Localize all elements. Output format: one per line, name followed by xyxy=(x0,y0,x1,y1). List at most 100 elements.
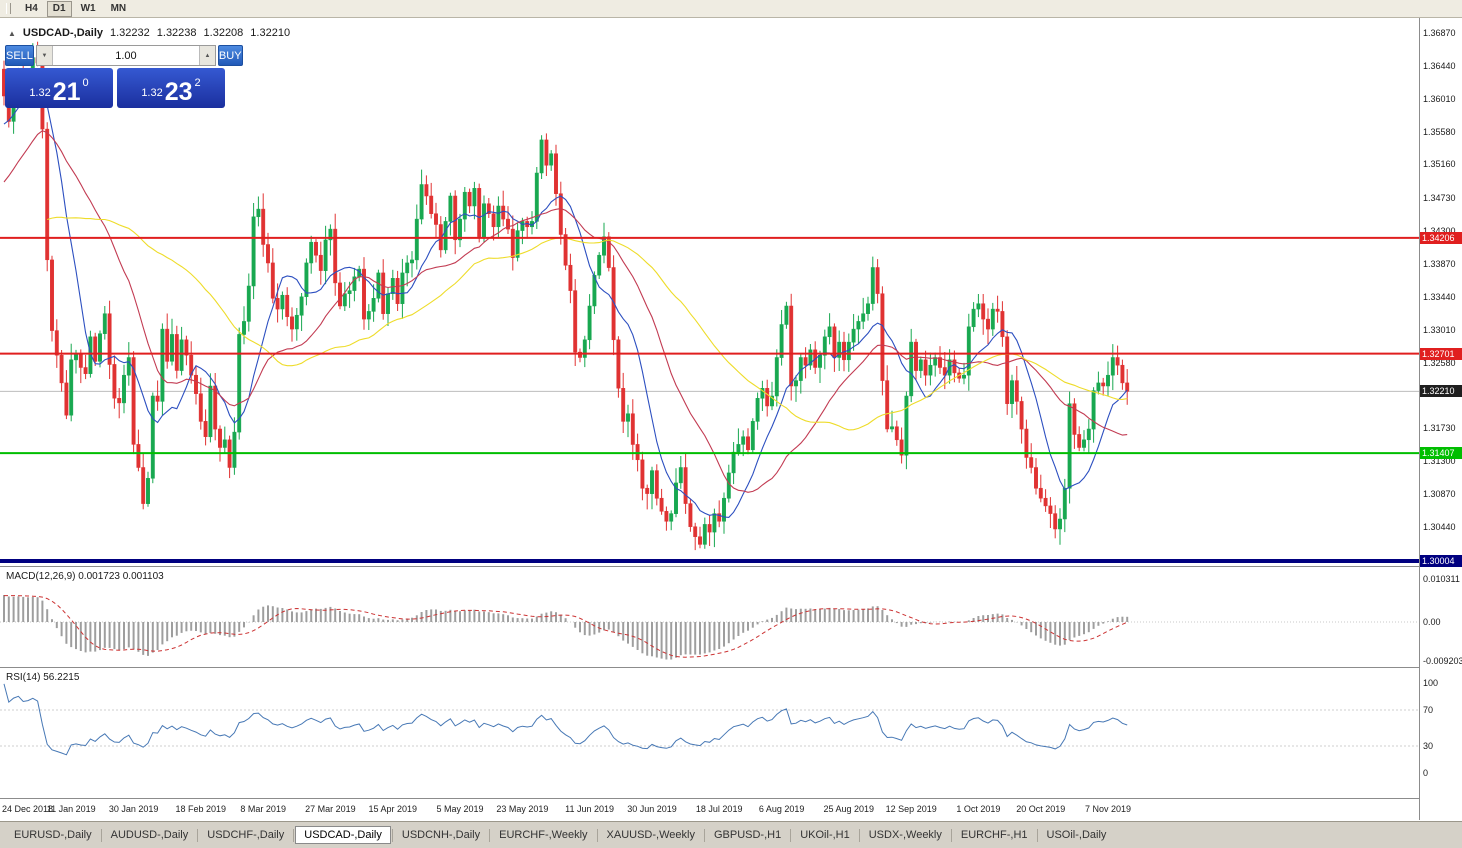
chart-tab-usdx-weekly[interactable]: USDX-,Weekly xyxy=(868,829,942,841)
tab-separator xyxy=(950,828,952,842)
tab-separator xyxy=(1036,828,1038,842)
chart-ohlc-header: ▲ USDCAD-,Daily 1.32232 1.32238 1.32208 … xyxy=(8,27,290,39)
date-axis-label: 27 Mar 2019 xyxy=(305,804,356,814)
macd-axis-label: 0.00 xyxy=(1423,617,1441,627)
tab-separator xyxy=(489,828,491,842)
tab-separator xyxy=(293,828,295,842)
rsi-axis-label: 100 xyxy=(1423,678,1439,688)
chart-tab-ukoil-h1[interactable]: UKOil-,H1 xyxy=(800,829,850,841)
price-axis-label: 1.33440 xyxy=(1423,291,1456,302)
price-axis-label: 1.34730 xyxy=(1423,192,1456,203)
period-toolbar: H4 D1 W1 MN xyxy=(0,0,1462,18)
date-axis-label: 7 Nov 2019 xyxy=(1084,804,1132,814)
timeframe-button-w1[interactable]: W1 xyxy=(80,2,96,14)
chart-tab-usoil-daily[interactable]: USOil-,Daily xyxy=(1046,829,1107,841)
chart-tab-xauusd-weekly[interactable]: XAUUSD-,Weekly xyxy=(606,829,695,841)
date-axis-label: 1 Oct 2019 xyxy=(956,804,1001,814)
hline-price-tag: 1.34206 xyxy=(1420,231,1462,244)
hline-price-tag: 1.30004 xyxy=(1420,554,1462,567)
volume-down-icon[interactable]: ▼ xyxy=(36,46,53,65)
price-axis-label: 1.32580 xyxy=(1423,357,1456,368)
rsi-indicator-label: RSI(14) 56.2215 xyxy=(6,672,80,683)
ask-price-point: 2 xyxy=(194,77,201,89)
sell-button[interactable]: SELL xyxy=(5,45,34,66)
bid-price-display[interactable]: 1.32 21 0 xyxy=(5,68,113,108)
chart-tab-usdcad-daily[interactable]: USDCAD-,Daily xyxy=(295,826,391,844)
macd-axis-label: 0.010311 xyxy=(1423,573,1460,584)
macd-indicator-label: MACD(12,26,9) 0.001723 0.001103 xyxy=(6,571,164,582)
timeframe-button-h4[interactable]: H4 xyxy=(25,2,38,14)
bid-price-pips: 21 xyxy=(52,77,81,106)
tab-separator xyxy=(858,828,860,842)
chart-open-value: 1.32232 xyxy=(110,27,150,39)
date-axis-label: 18 Jul 2019 xyxy=(695,804,743,814)
bid-price-point: 0 xyxy=(82,77,89,89)
rsi-axis-label: 30 xyxy=(1423,741,1434,751)
hline-price-tag: 1.32701 xyxy=(1420,347,1462,360)
rsi-axis-label: 0 xyxy=(1423,768,1429,778)
chart-tab-eurchf-weekly[interactable]: EURCHF-,Weekly xyxy=(499,829,588,841)
price-axis-label: 1.35580 xyxy=(1423,127,1456,138)
ask-price-display[interactable]: 1.32 23 2 xyxy=(117,68,225,108)
panel-separator xyxy=(0,798,1462,799)
price-axis[interactable]: 1.36870 1.36440 1.36010 1.35580 1.35160 1.347… xyxy=(1419,18,1462,820)
current-price-tag: 1.32210 xyxy=(1420,385,1462,398)
date-axis-label: 5 May 2019 xyxy=(436,804,484,814)
rsi-indicator-chart[interactable] xyxy=(0,668,1419,798)
price-axis-label: 1.33870 xyxy=(1423,258,1456,269)
tab-separator xyxy=(790,828,792,842)
price-axis-label: 1.30440 xyxy=(1423,522,1456,533)
toolbar-grip xyxy=(6,3,11,14)
bid-price-prefix: 1.32 xyxy=(29,87,51,99)
date-axis-label: 30 Jun 2019 xyxy=(627,804,677,814)
price-axis-label: 1.30870 xyxy=(1423,489,1456,500)
date-axis-label: 11 Jan 2019 xyxy=(46,804,96,814)
date-axis-label: 18 Feb 2019 xyxy=(175,804,227,814)
buy-button[interactable]: BUY xyxy=(217,45,243,66)
chart-close-value: 1.32210 xyxy=(250,27,291,39)
price-axis-label: 1.36870 xyxy=(1423,28,1456,38)
date-axis-label: 30 Jan 2019 xyxy=(108,804,159,814)
macd-indicator-chart[interactable] xyxy=(0,567,1419,667)
macd-axis-label: -0.009203 xyxy=(1423,655,1462,666)
chart-tab-eurchf-h1[interactable]: EURCHF-,H1 xyxy=(960,829,1028,841)
date-axis[interactable]: 24 Dec 2018 11 Jan 2019 30 Jan 2019 18 Feb … xyxy=(0,800,1419,818)
chart-tab-bar: EURUSD-,Daily AUDUSD-,Daily USDCHF-,Daily U… xyxy=(0,821,1462,848)
chart-tab-usdchf-daily[interactable]: USDCHF-,Daily xyxy=(207,829,285,841)
date-axis-label: 20 Oct 2019 xyxy=(1016,804,1066,814)
chart-tab-eurusd-daily[interactable]: EURUSD-,Daily xyxy=(14,829,92,841)
ask-price-prefix: 1.32 xyxy=(141,87,163,99)
chart-tab-audusd-daily[interactable]: AUDUSD-,Daily xyxy=(110,829,189,841)
chart-tab-gbpusd-h1[interactable]: GBPUSD-,H1 xyxy=(713,829,782,841)
price-axis-label: 1.36440 xyxy=(1423,61,1456,72)
panel-separator[interactable] xyxy=(0,667,1462,668)
price-axis-label: 1.35160 xyxy=(1423,159,1456,170)
price-axis-label: 1.31730 xyxy=(1423,423,1456,434)
price-axis-label: 1.33010 xyxy=(1423,324,1456,335)
chart-symbol-label: USDCAD-,Daily xyxy=(22,27,103,39)
one-click-panel-toggle-icon[interactable]: ▲ xyxy=(8,28,16,38)
date-axis-label: 6 Aug 2019 xyxy=(758,804,805,814)
date-axis-label: 8 Mar 2019 xyxy=(240,804,286,814)
hline-price-tag: 1.31407 xyxy=(1420,447,1462,460)
timeframe-button-d1[interactable]: D1 xyxy=(46,0,72,17)
tab-separator xyxy=(596,828,598,842)
chart-tab-usdcnh-daily[interactable]: USDCNH-,Daily xyxy=(401,829,481,841)
rsi-axis-label: 70 xyxy=(1423,705,1434,715)
timeframe-button-mn[interactable]: MN xyxy=(110,2,127,14)
date-axis-label: 24 Dec 2018 xyxy=(2,804,54,814)
panel-separator[interactable] xyxy=(0,566,1462,567)
date-axis-label: 12 Sep 2019 xyxy=(885,804,937,814)
date-axis-label: 11 Jun 2019 xyxy=(565,804,615,814)
volume-up-icon[interactable]: ▲ xyxy=(198,46,215,65)
tab-separator xyxy=(197,828,199,842)
volume-input[interactable] xyxy=(52,46,199,65)
price-axis-label: 1.36010 xyxy=(1423,94,1456,105)
volume-stepper: ▼ ▲ xyxy=(35,45,216,66)
date-axis-label: 15 Apr 2019 xyxy=(368,804,418,814)
tab-separator xyxy=(703,828,705,842)
chart-low-value: 1.32208 xyxy=(203,27,244,39)
price-axis-label: 1.31300 xyxy=(1423,456,1456,467)
ask-price-pips: 23 xyxy=(164,77,193,106)
